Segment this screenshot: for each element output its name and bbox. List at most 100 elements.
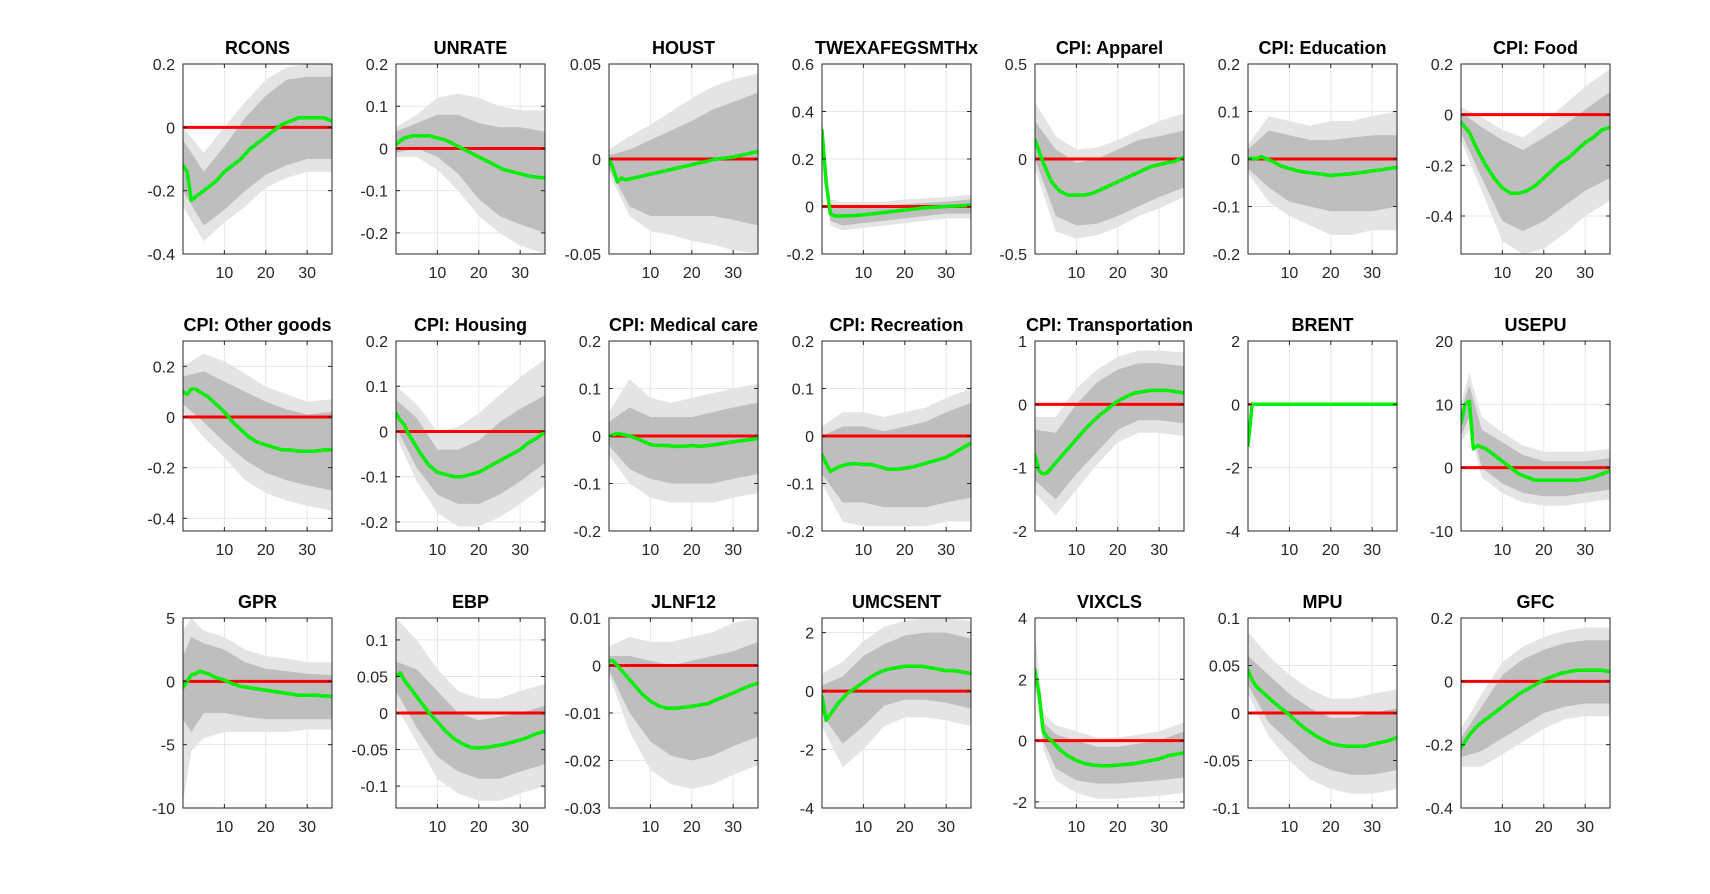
impulse-response-line (1461, 668, 1610, 750)
y-tick-label: -4 (1226, 524, 1240, 541)
x-tick-label: 10 (854, 819, 872, 836)
y-tick-label: -2 (1013, 524, 1027, 541)
plot-area (609, 618, 758, 808)
y-tick-label: 2 (805, 626, 814, 643)
inner-confidence-band (396, 661, 545, 779)
y-tick-label: -0.2 (360, 515, 388, 532)
x-tick-label: 30 (298, 265, 316, 282)
x-tick-label: 10 (641, 542, 659, 559)
y-tick-label: -10 (1430, 524, 1453, 541)
inner-confidence-band (1035, 121, 1184, 226)
axes-frame (1034, 617, 1185, 809)
plot-area (822, 341, 971, 531)
subplot-usepu: 10 20 30 -10 0 10 20 USEPU (1430, 315, 1611, 559)
x-tick-label: 10 (428, 265, 446, 282)
x-tick-label: 30 (937, 819, 955, 836)
impulse-response-line (822, 441, 971, 474)
y-tick-label: 0.1 (792, 382, 814, 399)
x-tick-label: 20 (470, 819, 488, 836)
y-tick-label: -0.05 (352, 743, 389, 760)
y-tick-label: 0.2 (366, 57, 388, 74)
y-tick-label: 0.1 (366, 379, 388, 396)
x-tick-label: 20 (257, 542, 275, 559)
x-tick-label: 10 (1493, 542, 1511, 559)
x-tick-label: 20 (1109, 819, 1127, 836)
impulse-response-line (1461, 399, 1610, 483)
inner-confidence-band (396, 395, 545, 504)
y-tick-label: -0.2 (573, 524, 601, 541)
subplot-cpi-apparel: 10 20 30 -0.5 0 0.5 CPI: Apparel (999, 38, 1185, 282)
y-tick-label: 0.2 (153, 57, 175, 74)
x-tick-label: 30 (511, 265, 529, 282)
impulse-response-line (609, 659, 758, 711)
y-tick-label: 0 (805, 429, 814, 446)
subplot-brent: 10 20 30 -4 -2 0 2 BRENT (1226, 315, 1398, 559)
x-tick-label: 30 (511, 819, 529, 836)
y-tick-label: -0.2 (147, 184, 175, 201)
y-tick-label: 20 (1435, 334, 1453, 351)
subplot-title: JLNF12 (651, 592, 716, 612)
y-tick-label: 0.2 (1218, 57, 1240, 74)
impulse-response-line (609, 149, 758, 184)
impulse-response-line (1248, 668, 1397, 749)
x-tick-label: 20 (257, 265, 275, 282)
axes-frame (1247, 340, 1398, 532)
y-tick-label: -0.2 (1212, 247, 1240, 264)
x-tick-label: 20 (1322, 542, 1340, 559)
x-tick-label: 30 (511, 542, 529, 559)
inner-confidence-band (1035, 363, 1184, 500)
subplot-title: TWEXAFEGSMTHx (815, 38, 978, 58)
axes-frame (182, 617, 333, 809)
y-tick-label: -0.2 (786, 524, 814, 541)
y-tick-label: 0 (805, 200, 814, 217)
x-tick-label: 10 (1067, 265, 1085, 282)
plot-area (1248, 341, 1397, 531)
y-tick-label: 0.2 (1431, 611, 1453, 628)
impulse-response-line (1035, 668, 1184, 768)
impulse-response-line (1248, 154, 1397, 178)
y-tick-label: -0.2 (786, 247, 814, 264)
y-tick-label: -0.2 (360, 226, 388, 243)
y-tick-label: 0 (1018, 397, 1027, 414)
impulse-response-line (396, 411, 545, 479)
x-tick-label: 30 (1363, 265, 1381, 282)
x-tick-label: 20 (1109, 265, 1127, 282)
plot-area (1248, 618, 1397, 808)
x-tick-label: 10 (1067, 819, 1085, 836)
y-tick-label: -0.02 (565, 754, 602, 771)
x-tick-label: 20 (1322, 819, 1340, 836)
y-tick-label: 0.2 (579, 334, 601, 351)
x-tick-label: 10 (215, 542, 233, 559)
y-tick-label: 0 (379, 424, 388, 441)
subplot-cpi-food: 10 20 30 -0.4 -0.2 0 0.2 CPI: Food (1425, 38, 1611, 282)
y-tick-label: 0.05 (570, 57, 601, 74)
x-tick-label: 20 (683, 819, 701, 836)
x-tick-label: 20 (1535, 542, 1553, 559)
x-tick-label: 10 (641, 819, 659, 836)
y-tick-label: 0 (1444, 108, 1453, 125)
x-tick-label: 10 (1493, 819, 1511, 836)
y-tick-label: 0 (1231, 397, 1240, 414)
y-tick-label: -0.4 (147, 511, 175, 528)
x-tick-label: 20 (683, 265, 701, 282)
impulse-response-line (1035, 138, 1184, 197)
subplot-jlnf12: 10 20 30 -0.03 -0.02 -0.01 0 0.01 JLNF12 (565, 592, 759, 836)
x-tick-label: 30 (724, 265, 742, 282)
y-tick-label: 2 (1018, 672, 1027, 689)
subplot-title: CPI: Food (1493, 38, 1578, 58)
y-tick-label: 4 (1018, 611, 1027, 628)
inner-confidence-band (1461, 91, 1610, 232)
x-tick-label: 10 (1280, 819, 1298, 836)
x-tick-label: 30 (1576, 265, 1594, 282)
y-tick-label: 0.1 (366, 633, 388, 650)
subplot-cpi-recreation: 10 20 30 -0.2 -0.1 0 0.1 0.2 CPI: Recreation (786, 315, 972, 559)
subplot-title: VIXCLS (1077, 592, 1142, 612)
x-tick-label: 30 (1363, 542, 1381, 559)
x-tick-label: 10 (854, 265, 872, 282)
y-tick-label: -0.1 (1212, 801, 1240, 818)
subplot-title: RCONS (225, 38, 290, 58)
x-tick-label: 30 (724, 819, 742, 836)
y-tick-label: -0.4 (1425, 209, 1453, 226)
